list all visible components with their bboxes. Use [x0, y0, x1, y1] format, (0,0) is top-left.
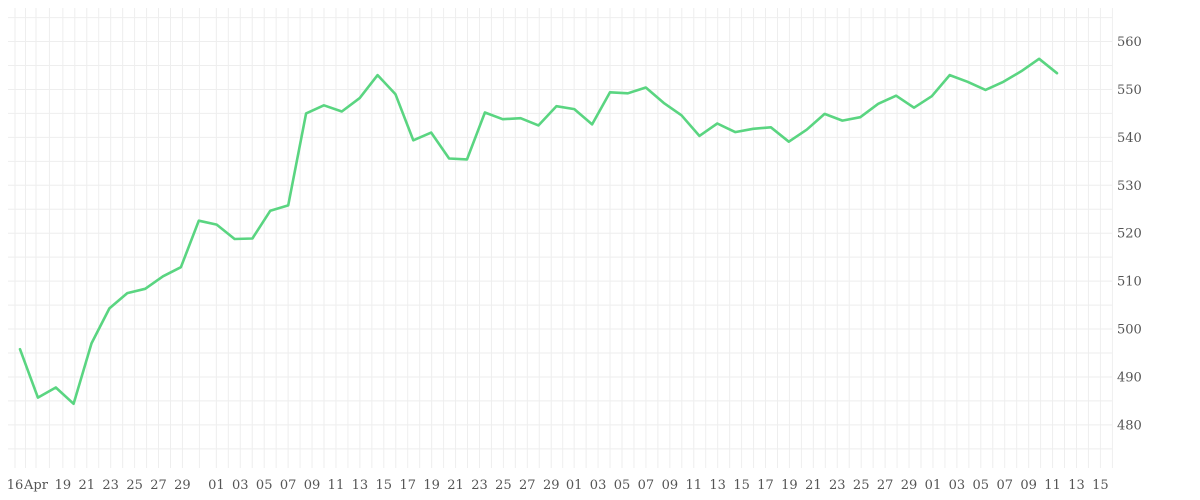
x-tick-label: 21 [805, 478, 822, 493]
x-tick-label: 01 [925, 478, 942, 493]
x-tick-label: 19 [781, 478, 798, 493]
x-tick-label: 01 [208, 478, 225, 493]
x-tick-label: 15 [1092, 478, 1109, 493]
x-tick-label: 09 [662, 478, 679, 493]
y-tick-label: 540 [1117, 131, 1142, 146]
x-tick-label: 16 [7, 478, 24, 493]
x-tick-label: 23 [102, 478, 119, 493]
x-tick-label: 03 [232, 478, 249, 493]
x-tick-label: 25 [126, 478, 143, 493]
x-tick-label: 21 [447, 478, 464, 493]
y-tick-label: 530 [1117, 179, 1142, 194]
series-line [18, 57, 1059, 406]
x-tick-label: 03 [949, 478, 966, 493]
x-tick-label: 17 [399, 478, 416, 493]
x-tick-label: 11 [1044, 478, 1061, 493]
x-tick-label: 29 [543, 478, 560, 493]
y-tick-label: 550 [1117, 83, 1142, 98]
x-tick-label: 25 [853, 478, 870, 493]
y-tick-label: 520 [1117, 227, 1142, 242]
x-tick-label: 17 [757, 478, 774, 493]
x-tick-label: 11 [685, 478, 702, 493]
x-tick-label: 07 [280, 478, 297, 493]
x-tick-label: 13 [709, 478, 726, 493]
x-tick-label: 05 [973, 478, 990, 493]
y-tick-label: 490 [1117, 370, 1142, 385]
x-tick-label: 27 [877, 478, 894, 493]
x-tick-label: 01 [566, 478, 583, 493]
x-tick-label: 09 [1020, 478, 1037, 493]
x-tick-label: 23 [829, 478, 846, 493]
x-tick-label: 15 [376, 478, 393, 493]
x-tick-label: 29 [174, 478, 191, 493]
x-tick-label: 09 [304, 478, 321, 493]
x-tick-label: 19 [55, 478, 72, 493]
x-tick-label: 21 [78, 478, 95, 493]
x-tick-label: 15 [733, 478, 750, 493]
x-tick-label: 05 [256, 478, 273, 493]
x-tick-label: 07 [996, 478, 1013, 493]
x-tick-label: 13 [352, 478, 369, 493]
x-tick-label: 23 [471, 478, 488, 493]
y-tick-label: 560 [1117, 35, 1142, 50]
x-tick-label: 29 [901, 478, 918, 493]
x-tick-label: Apr [23, 478, 49, 493]
x-tick-label: 11 [328, 478, 345, 493]
x-tick-label: 19 [423, 478, 440, 493]
x-tick-label: 27 [519, 478, 536, 493]
series-group [18, 57, 1059, 406]
x-tick-label: 05 [614, 478, 631, 493]
x-tick-label: 03 [590, 478, 607, 493]
x-tick-label: 13 [1068, 478, 1085, 493]
y-axis: 480 490 500 510 520 530 540 550 560 [1117, 35, 1142, 433]
y-tick-label: 500 [1117, 323, 1142, 338]
x-axis: 16 Apr 19 21 23 25 27 29 01 03 05 07 09 11 13 15 17 19 21 2… [7, 478, 1109, 493]
y-tick-label: 480 [1117, 418, 1142, 433]
chart-grid [8, 8, 1113, 468]
x-tick-label: 25 [495, 478, 512, 493]
x-tick-label: 27 [150, 478, 167, 493]
y-tick-label: 510 [1117, 275, 1142, 290]
x-tick-label: 07 [638, 478, 655, 493]
